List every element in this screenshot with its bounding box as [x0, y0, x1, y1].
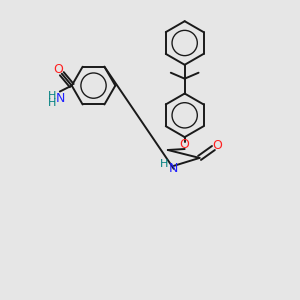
Text: N: N — [56, 92, 65, 105]
Text: H: H — [48, 98, 56, 108]
Text: O: O — [212, 139, 222, 152]
Text: H: H — [48, 91, 56, 100]
Text: N: N — [169, 162, 178, 175]
Text: O: O — [180, 138, 190, 151]
Text: O: O — [53, 63, 63, 76]
Text: H: H — [160, 159, 168, 169]
